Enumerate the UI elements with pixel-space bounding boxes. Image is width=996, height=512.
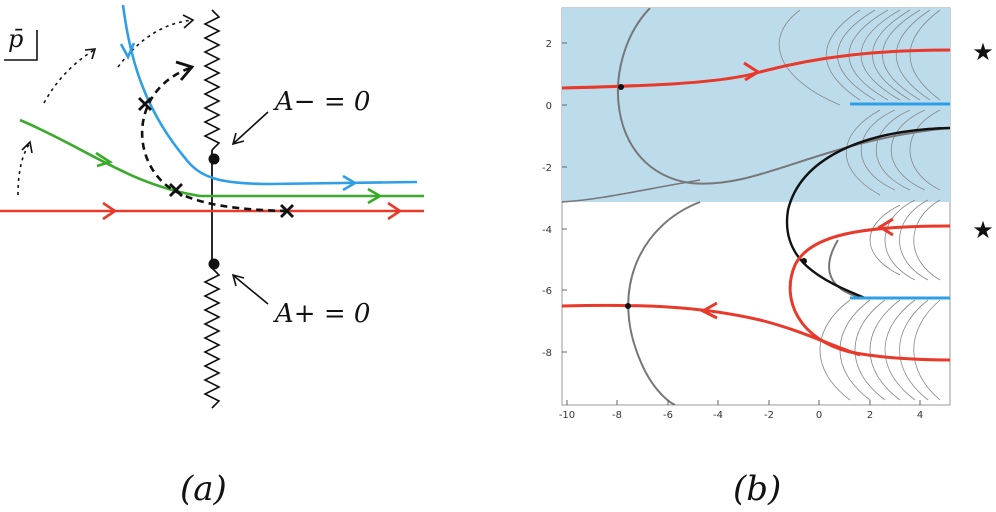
branch-point-lower-label: A+ = 0 [273,299,370,329]
branch-point-upper-label: A− = 0 [273,87,370,117]
x-tick-label: 4 [917,410,923,421]
x-tick-labels: -10 -8 -6 -4 -2 0 2 4 [559,410,923,421]
green-contour-arrows [95,151,383,205]
axis-ticks [562,42,921,405]
star-top: ★ [972,38,994,66]
caption-a: (a) [180,469,227,509]
y-tick-label: 2 [546,39,552,50]
contour-lower-loop [788,224,950,362]
blue-contour-arrows [119,42,358,192]
annotation-arrow-upper [233,111,269,144]
annotation-arrows [231,111,269,305]
y-tick-label: -2 [542,163,552,174]
star-bottom: ★ [972,216,994,244]
saddle-points [138,97,294,218]
label-corner [4,30,38,61]
saddle-path-arrowhead [175,60,195,81]
contour-arrows [699,61,894,320]
variable-label: p̄ [8,25,23,53]
caption-b: (b) [733,469,781,509]
deform-arrowhead-1 [21,140,33,154]
level-lines-top [778,9,941,401]
branch-cut-upper [203,9,221,151]
panel-b: -10 -8 -6 -4 -2 0 2 4 2 0 -2 -4 -6 -8 ★ … [542,7,994,509]
plot-area [562,8,950,405]
variable-label-box: p̄ [4,25,38,61]
branch-point-lower [208,258,220,270]
branch-point-upper [208,153,220,165]
x-tick-label: -6 [663,410,673,421]
deformation-arrows [17,19,194,196]
deform-arrowhead-2 [84,48,97,60]
deform-arrowhead-3 [182,14,195,29]
deform-arrow-2 [43,49,95,104]
saddle-path [140,66,288,213]
x-tick-label: 0 [816,410,822,421]
contour-lower-left [562,303,861,357]
y-tick-label: 0 [546,101,552,112]
real-axis-arrows [102,201,403,221]
annotation-arrow-lower [233,275,269,305]
x-tick-label: -4 [713,410,723,421]
y-tick-label: -4 [542,225,552,236]
annotation-arrowhead-upper [231,132,245,146]
saddle-point-2 [169,183,183,197]
saddle-point-3 [280,204,294,218]
level-line-lower-left [562,179,701,203]
panel-a: p̄ [0,4,424,509]
x-tick-label: -2 [764,410,774,421]
saddle-dots [618,84,807,309]
y-tick-label: -8 [542,348,552,359]
saddle-point-1 [138,97,152,111]
green-contour [19,118,424,198]
blue-contour [121,4,418,186]
x-tick-label: -10 [559,410,575,421]
deformation-arrowheads [21,14,195,154]
x-tick-label: 2 [867,410,873,421]
annotation-arrowhead-lower [231,273,245,287]
stokes-line [785,126,950,300]
deform-arrow-1 [17,142,31,196]
y-tick-labels: 2 0 -2 -4 -6 -8 [542,39,552,359]
branch-cut-lower [203,267,221,409]
y-tick-label: -6 [542,286,552,297]
x-tick-label: -8 [612,410,622,421]
